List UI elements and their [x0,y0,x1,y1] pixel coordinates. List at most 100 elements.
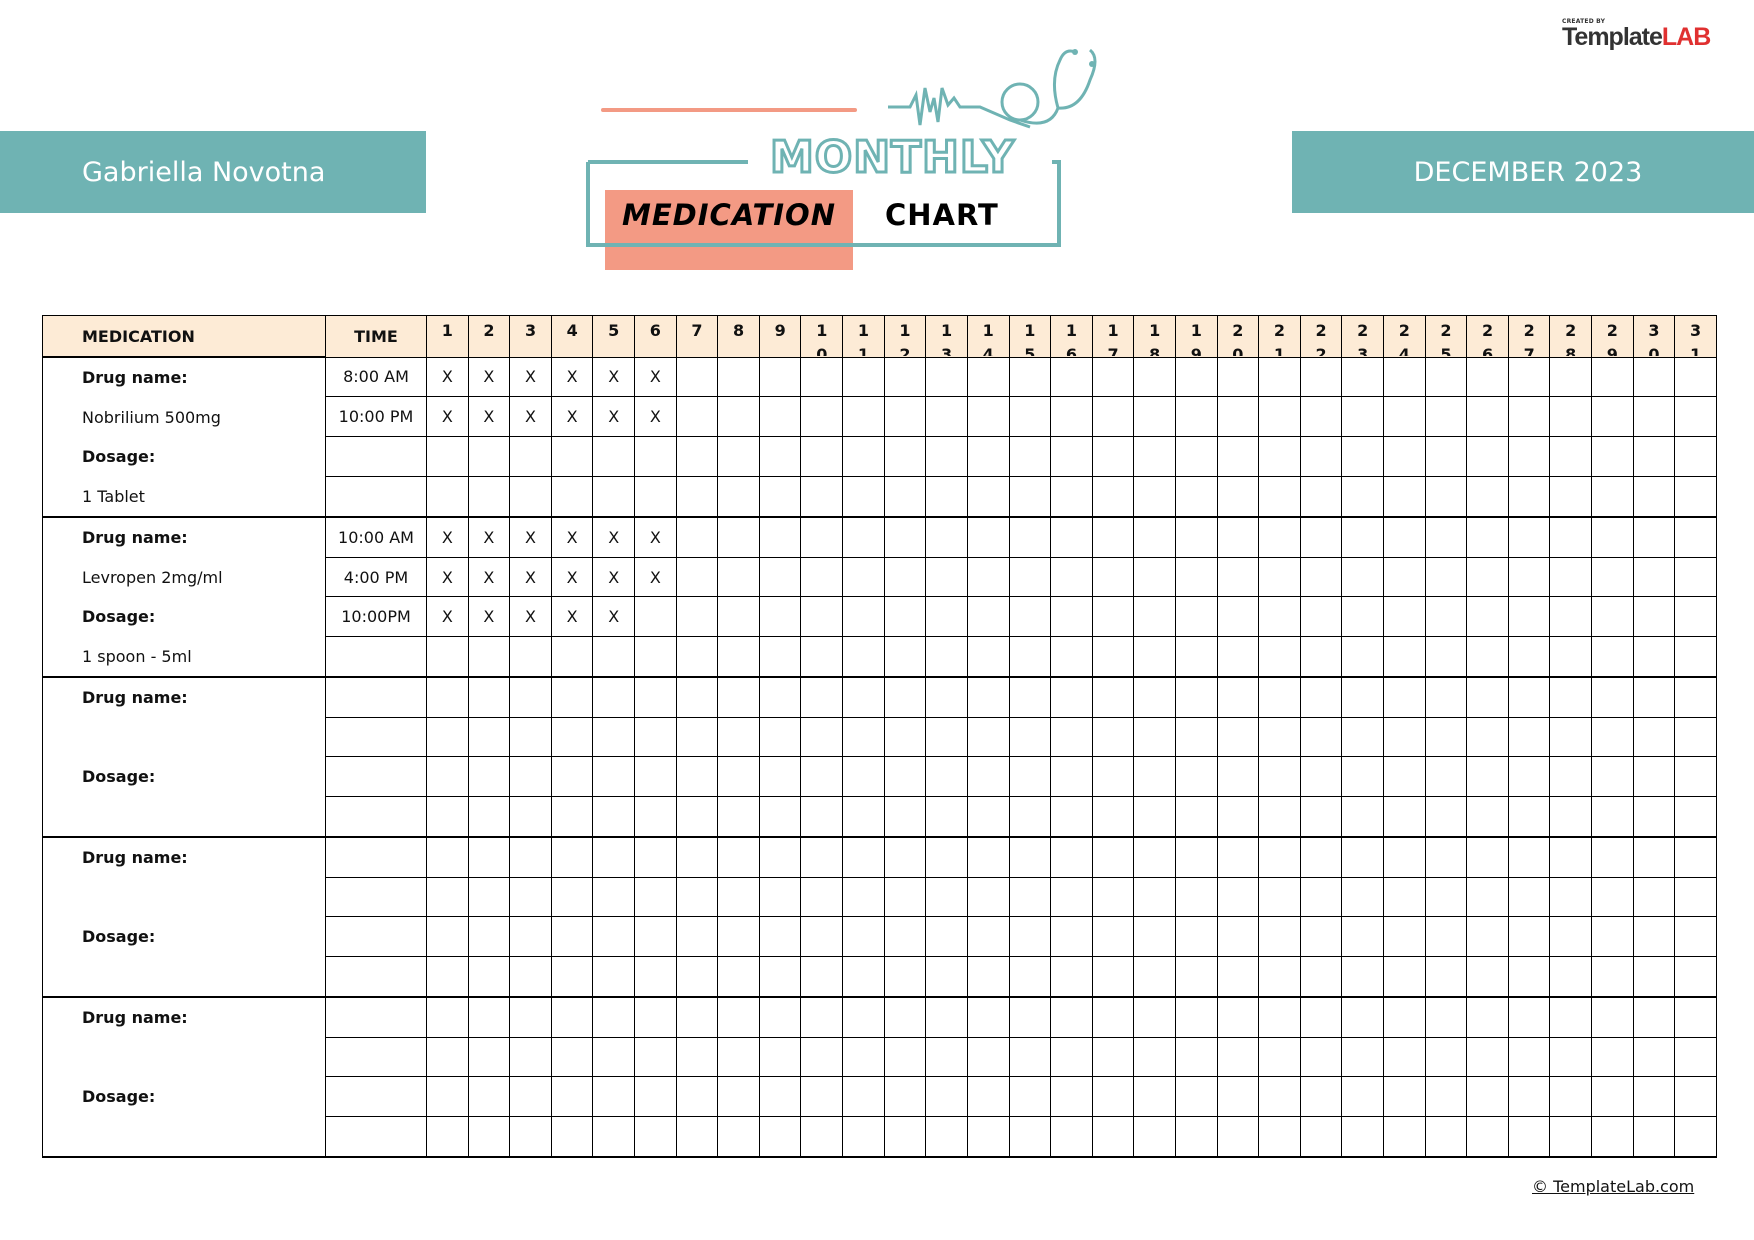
dose-check-cell[interactable] [467,796,511,839]
dose-check-cell[interactable] [1591,756,1634,798]
dose-check-cell[interactable] [1174,716,1218,758]
dose-check-cell[interactable] [1674,836,1717,878]
dose-check-cell[interactable] [1133,836,1176,878]
dose-check-cell[interactable] [1341,956,1385,999]
dose-check-cell[interactable] [550,1116,594,1159]
dose-check-cell[interactable] [1424,356,1468,398]
dose-check-cell[interactable] [1383,796,1426,839]
dose-check-cell[interactable] [426,796,469,839]
dose-check-cell[interactable] [1383,436,1426,478]
time-cell[interactable] [325,956,427,999]
dose-check-cell[interactable] [1507,836,1551,878]
dose-check-cell[interactable] [675,1116,719,1159]
time-cell[interactable] [325,836,427,878]
dose-check-cell[interactable] [1258,1036,1301,1078]
dose-check-cell[interactable] [1174,796,1218,839]
dose-check-cell[interactable] [1050,556,1093,598]
dose-check-cell[interactable] [1133,556,1176,598]
dose-check-cell[interactable] [675,436,719,478]
dose-check-cell[interactable] [1674,636,1717,679]
dose-check-cell[interactable] [1591,996,1634,1038]
dose-check-cell[interactable] [1383,1116,1426,1159]
dose-check-cell[interactable] [426,1076,469,1118]
dose-check-cell[interactable] [758,396,802,438]
dose-check-cell[interactable] [550,1036,594,1078]
dose-check-cell[interactable] [1216,876,1260,918]
dose-check-cell[interactable] [426,876,469,918]
dose-check-cell[interactable] [1674,436,1717,478]
dose-check-cell[interactable] [675,636,719,679]
dose-check-cell[interactable] [842,756,885,798]
dose-check-cell[interactable] [800,956,844,999]
dose-check-cell[interactable] [426,676,469,718]
dose-check-cell[interactable] [467,836,511,878]
dose-check-cell[interactable] [925,796,968,839]
dose-check-cell[interactable] [717,916,760,958]
dose-check-cell[interactable] [1216,396,1260,438]
dose-check-cell[interactable] [1549,716,1593,758]
dose-check-cell[interactable] [758,836,802,878]
dose-check-cell[interactable] [1174,996,1218,1038]
dose-check-cell[interactable]: X [509,396,552,438]
time-cell[interactable]: 10:00PM [325,596,427,638]
dose-check-cell[interactable] [675,956,719,999]
dose-check-cell[interactable] [1674,876,1717,918]
dose-check-cell[interactable] [1174,676,1218,718]
dose-check-cell[interactable] [1383,876,1426,918]
dose-check-cell[interactable] [675,676,719,718]
dose-check-cell[interactable]: X [550,596,594,638]
dose-check-cell[interactable] [1008,956,1052,999]
dose-check-cell[interactable] [1591,916,1634,958]
dose-check-cell[interactable] [1091,596,1135,638]
dose-check-cell[interactable] [1424,676,1468,718]
dose-check-cell[interactable] [717,1036,760,1078]
dose-check-cell[interactable]: X [550,356,594,398]
time-cell[interactable] [325,876,427,918]
time-cell[interactable] [325,916,427,958]
dose-check-cell[interactable] [1091,836,1135,878]
dose-check-cell[interactable] [675,836,719,878]
dose-check-cell[interactable] [509,756,552,798]
dose-check-cell[interactable] [509,676,552,718]
dose-check-cell[interactable] [1133,716,1176,758]
dose-check-cell[interactable] [1050,756,1093,798]
time-cell[interactable] [325,676,427,718]
dose-check-cell[interactable]: X [550,556,594,598]
dose-check-cell[interactable] [883,876,927,918]
dose-check-cell[interactable] [1258,916,1301,958]
dose-check-cell[interactable] [1174,956,1218,999]
dose-check-cell[interactable] [717,756,760,798]
dose-check-cell[interactable] [966,436,1010,478]
dose-check-cell[interactable] [1174,476,1218,519]
dose-check-cell[interactable] [883,756,927,798]
dose-check-cell[interactable] [1466,1076,1509,1118]
dose-check-cell[interactable] [1383,916,1426,958]
dose-check-cell[interactable] [1299,436,1343,478]
dose-check-cell[interactable] [634,676,677,718]
dose-check-cell[interactable] [717,516,760,558]
dose-check-cell[interactable] [758,516,802,558]
dose-check-cell[interactable] [717,596,760,638]
dose-check-cell[interactable] [717,716,760,758]
dose-check-cell[interactable] [1466,996,1509,1038]
dose-check-cell[interactable] [1591,1116,1634,1159]
dose-check-cell[interactable] [1299,596,1343,638]
dose-check-cell[interactable] [509,836,552,878]
dose-check-cell[interactable] [1383,836,1426,878]
dose-check-cell[interactable] [883,556,927,598]
dose-check-cell[interactable] [1674,1036,1717,1078]
dose-check-cell[interactable] [1091,1116,1135,1159]
dose-check-cell[interactable] [1341,876,1385,918]
dose-check-cell[interactable] [925,716,968,758]
dose-check-cell[interactable] [883,1076,927,1118]
dose-check-cell[interactable] [1091,916,1135,958]
dose-check-cell[interactable] [966,956,1010,999]
dose-check-cell[interactable]: X [509,596,552,638]
dose-check-cell[interactable] [1216,716,1260,758]
dose-check-cell[interactable] [1424,996,1468,1038]
dose-check-cell[interactable] [592,1116,636,1159]
dose-check-cell[interactable] [675,476,719,519]
dose-check-cell[interactable] [1299,516,1343,558]
dose-check-cell[interactable] [800,356,844,398]
dose-check-cell[interactable] [509,1036,552,1078]
